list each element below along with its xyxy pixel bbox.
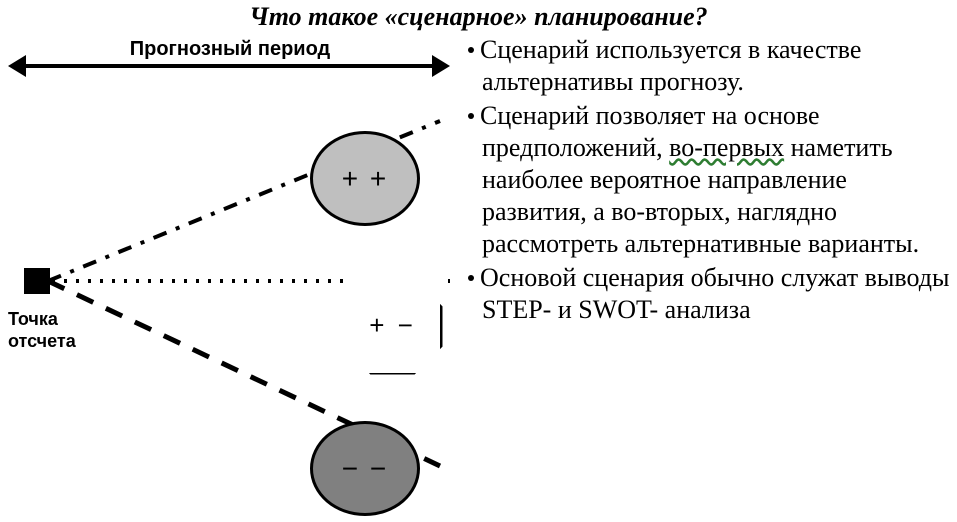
node-positive: + +: [310, 131, 420, 226]
bullet-text-column: Сценарий используется в качестве альтерн…: [468, 34, 952, 328]
origin-point: [24, 268, 50, 294]
origin-label-line1: Точка: [8, 309, 58, 329]
node-negative: − −: [310, 421, 420, 516]
bullet-3: Основой сценария обычно служат выводы ST…: [468, 262, 952, 326]
scenario-diagram: Прогнозный период Точка отсчета + + + − …: [0, 36, 470, 516]
bullet-dot-icon: [468, 275, 474, 281]
origin-label: Точка отсчета: [8, 308, 76, 352]
bullet-dot-icon: [468, 47, 474, 53]
origin-label-line2: отсчета: [8, 331, 76, 351]
bullet-2-underlined: во-первых: [669, 133, 784, 162]
node-neutral: + −: [345, 278, 440, 373]
node-neutral-label: + −: [369, 310, 416, 341]
node-positive-label: + +: [342, 163, 388, 195]
page-root: Что такое «сценарное» планирование? Прог…: [0, 0, 957, 522]
page-title: Что такое «сценарное» планирование?: [0, 2, 957, 32]
bullet-3-text: Основой сценария обычно служат выводы ST…: [480, 263, 949, 324]
bullet-dot-icon: [468, 113, 474, 119]
bullet-1: Сценарий используется в качестве альтерн…: [468, 34, 952, 98]
bullet-2: Сценарий позволяет на основе предположен…: [468, 100, 952, 260]
bullet-1-text: Сценарий используется в качестве альтерн…: [480, 35, 861, 96]
node-negative-label: − −: [342, 453, 388, 485]
